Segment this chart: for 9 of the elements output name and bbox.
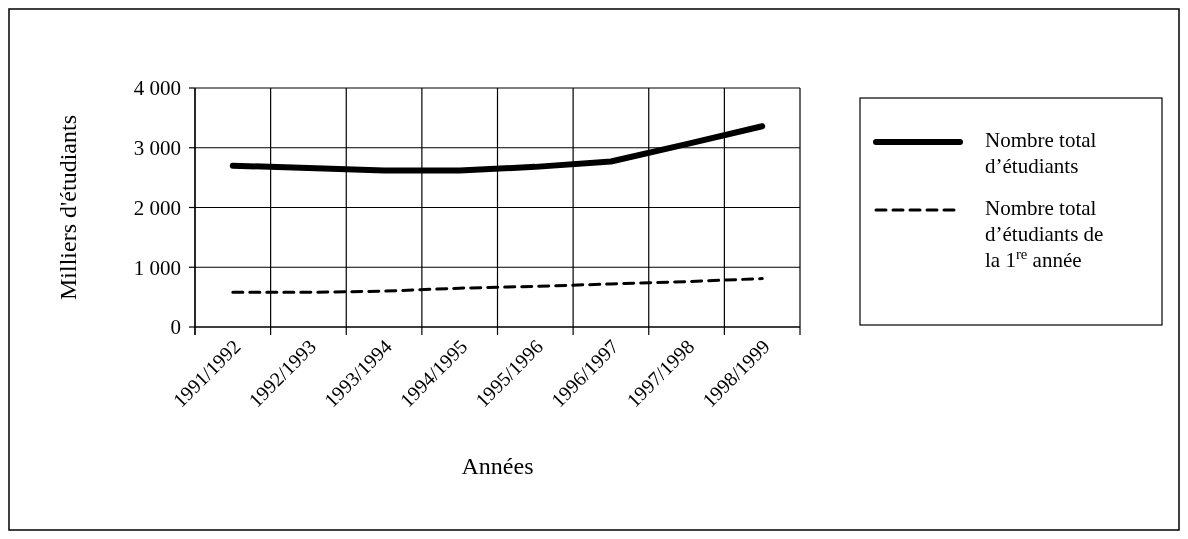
y-tick-label: 1 000: [133, 255, 181, 280]
x-axis-title: Années: [461, 453, 534, 479]
y-tick-label: 4 000: [133, 76, 181, 101]
y-axis-title: Milliers d'étudiants: [55, 115, 81, 300]
legend-label: Nombre total d’étudiants: [985, 128, 1097, 179]
y-tick-label: 0: [170, 315, 181, 340]
legend-label: Nombre total d’étudiants de la 1$^{re}$ année: [985, 196, 1104, 273]
y-tick-label: 3 000: [133, 136, 181, 161]
y-tick-label: 2 000: [133, 195, 181, 220]
